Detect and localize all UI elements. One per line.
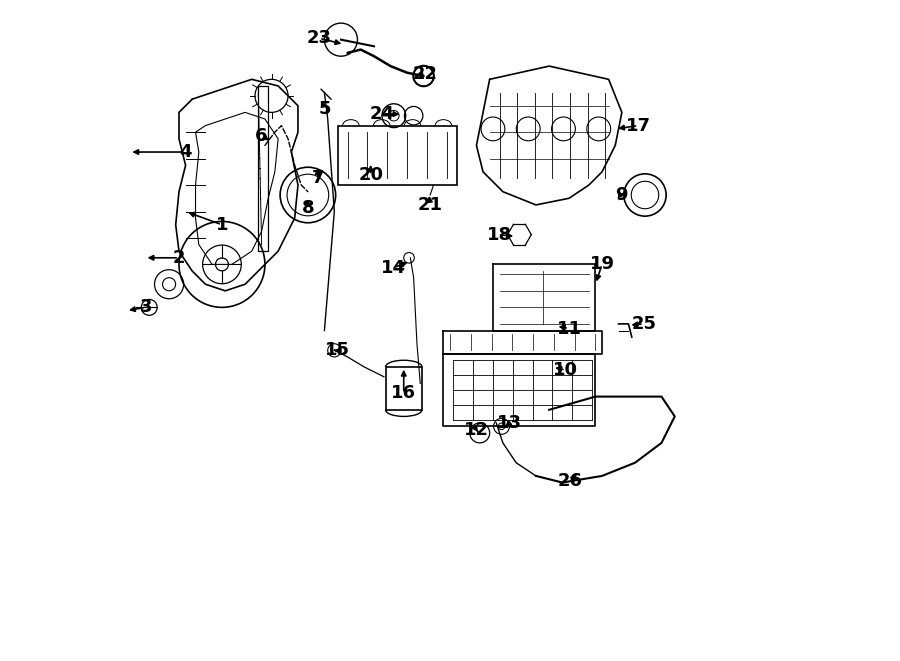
Text: 10: 10 — [554, 361, 578, 379]
Text: 22: 22 — [412, 65, 437, 83]
Text: 12: 12 — [464, 420, 489, 439]
Bar — [338, 126, 456, 185]
Bar — [385, 367, 422, 410]
Text: 18: 18 — [487, 225, 512, 244]
Text: 19: 19 — [590, 255, 615, 274]
Text: 23: 23 — [307, 29, 331, 48]
Text: 20: 20 — [358, 166, 383, 184]
Text: 5: 5 — [319, 100, 330, 118]
Text: 21: 21 — [418, 196, 443, 214]
Text: 6: 6 — [256, 126, 268, 145]
Text: 11: 11 — [556, 319, 581, 338]
Text: 14: 14 — [382, 258, 406, 277]
Text: 24: 24 — [370, 104, 395, 123]
Text: 1: 1 — [216, 215, 229, 234]
Text: 2: 2 — [173, 249, 185, 267]
Text: 26: 26 — [558, 472, 583, 490]
Text: 25: 25 — [631, 315, 656, 333]
Text: 13: 13 — [497, 414, 522, 432]
Text: 8: 8 — [302, 199, 314, 217]
Text: 16: 16 — [392, 384, 416, 403]
Text: 7: 7 — [311, 169, 324, 188]
Text: 3: 3 — [140, 298, 152, 317]
Text: 17: 17 — [626, 116, 651, 135]
Text: 4: 4 — [179, 143, 192, 161]
Text: 9: 9 — [616, 186, 628, 204]
Text: 15: 15 — [325, 341, 350, 360]
